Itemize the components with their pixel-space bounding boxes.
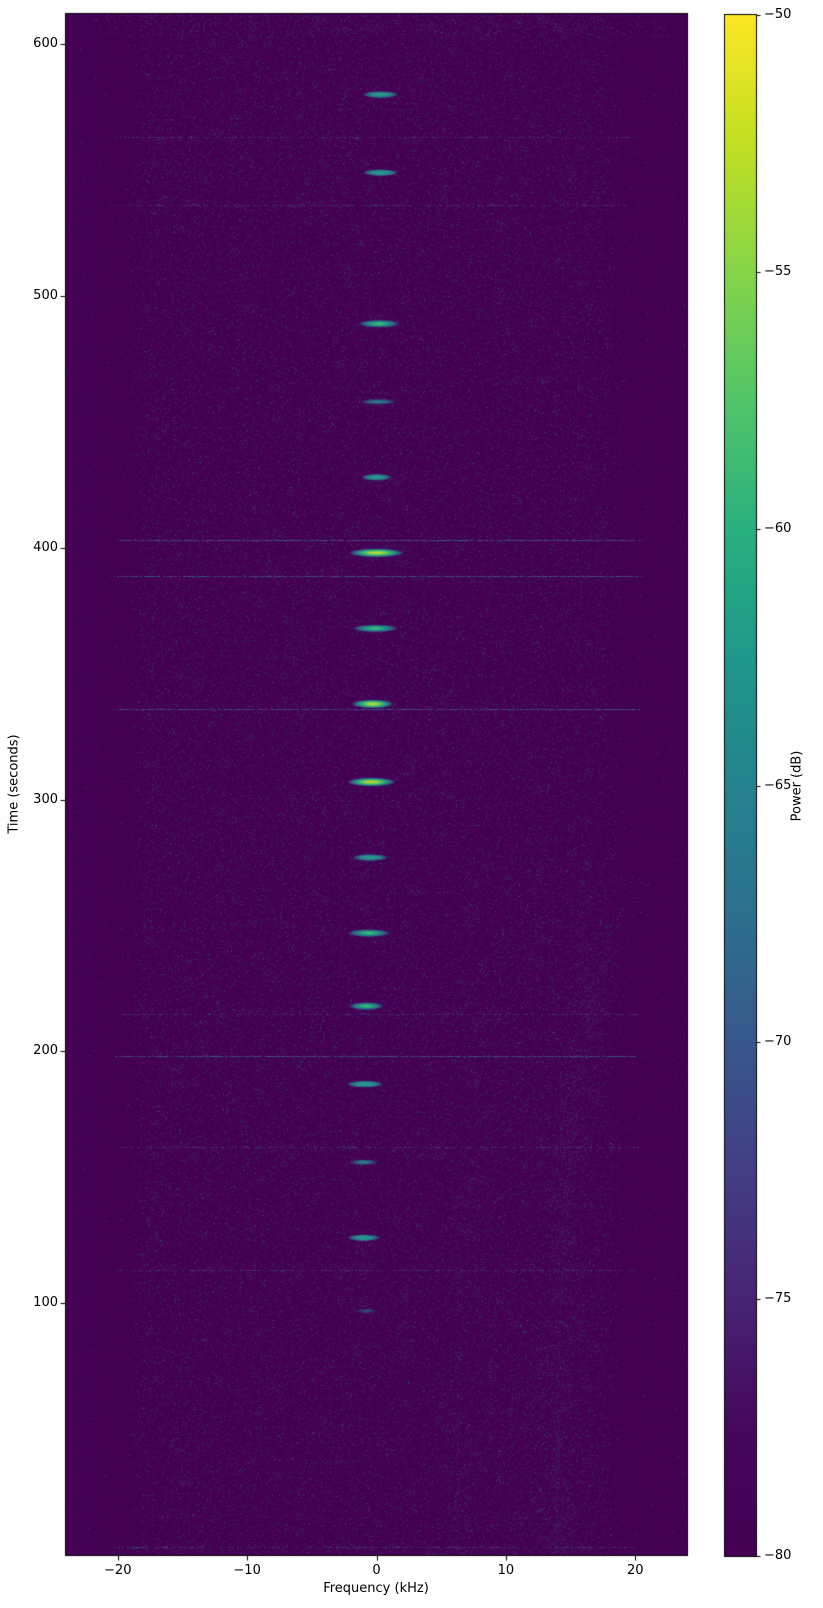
x-tick-label: 20	[626, 1563, 644, 1578]
y-axis-label: Time (seconds)	[6, 734, 22, 834]
y-tick-label: 500	[33, 288, 58, 303]
x-tick-label: −20	[104, 1563, 132, 1578]
colorbar-tick-label: −80	[764, 1548, 792, 1563]
colorbar-tick-label: −50	[764, 7, 792, 22]
y-tick-label: 600	[33, 36, 58, 52]
y-tick-label: 300	[33, 791, 58, 807]
y-tick-label: 200	[33, 1043, 58, 1059]
colorbar-tick-label: −70	[764, 1034, 792, 1050]
x-tick-label: 10	[497, 1563, 515, 1578]
y-tick-label: 100	[33, 1295, 58, 1311]
y-tick-label: 400	[33, 539, 58, 555]
colorbar-tick-label: −55	[764, 263, 792, 279]
colorbar-tick-label: −65	[764, 777, 792, 793]
x-tick-label: −10	[233, 1563, 261, 1578]
colorbar-label: Power (dB)	[789, 750, 805, 822]
x-axis-label: Frequency (kHz)	[323, 1581, 429, 1596]
x-tick-label: 0	[372, 1563, 381, 1578]
colorbar-tick-label: −75	[764, 1291, 792, 1307]
colorbar-tick-label: −60	[764, 520, 792, 536]
